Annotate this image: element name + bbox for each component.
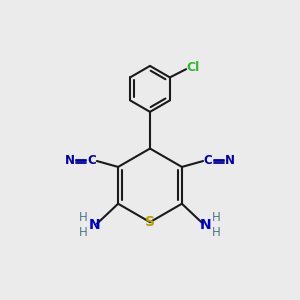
Text: S: S <box>145 215 155 229</box>
Text: H: H <box>212 212 221 224</box>
Text: N: N <box>200 218 211 232</box>
Text: C: C <box>88 154 96 167</box>
Text: N: N <box>225 154 235 167</box>
Text: H: H <box>212 226 221 239</box>
Text: N: N <box>65 154 75 167</box>
Text: C: C <box>204 154 212 167</box>
Text: H: H <box>79 212 88 224</box>
Text: N: N <box>89 218 100 232</box>
Text: H: H <box>79 226 88 239</box>
Text: Cl: Cl <box>187 61 200 74</box>
